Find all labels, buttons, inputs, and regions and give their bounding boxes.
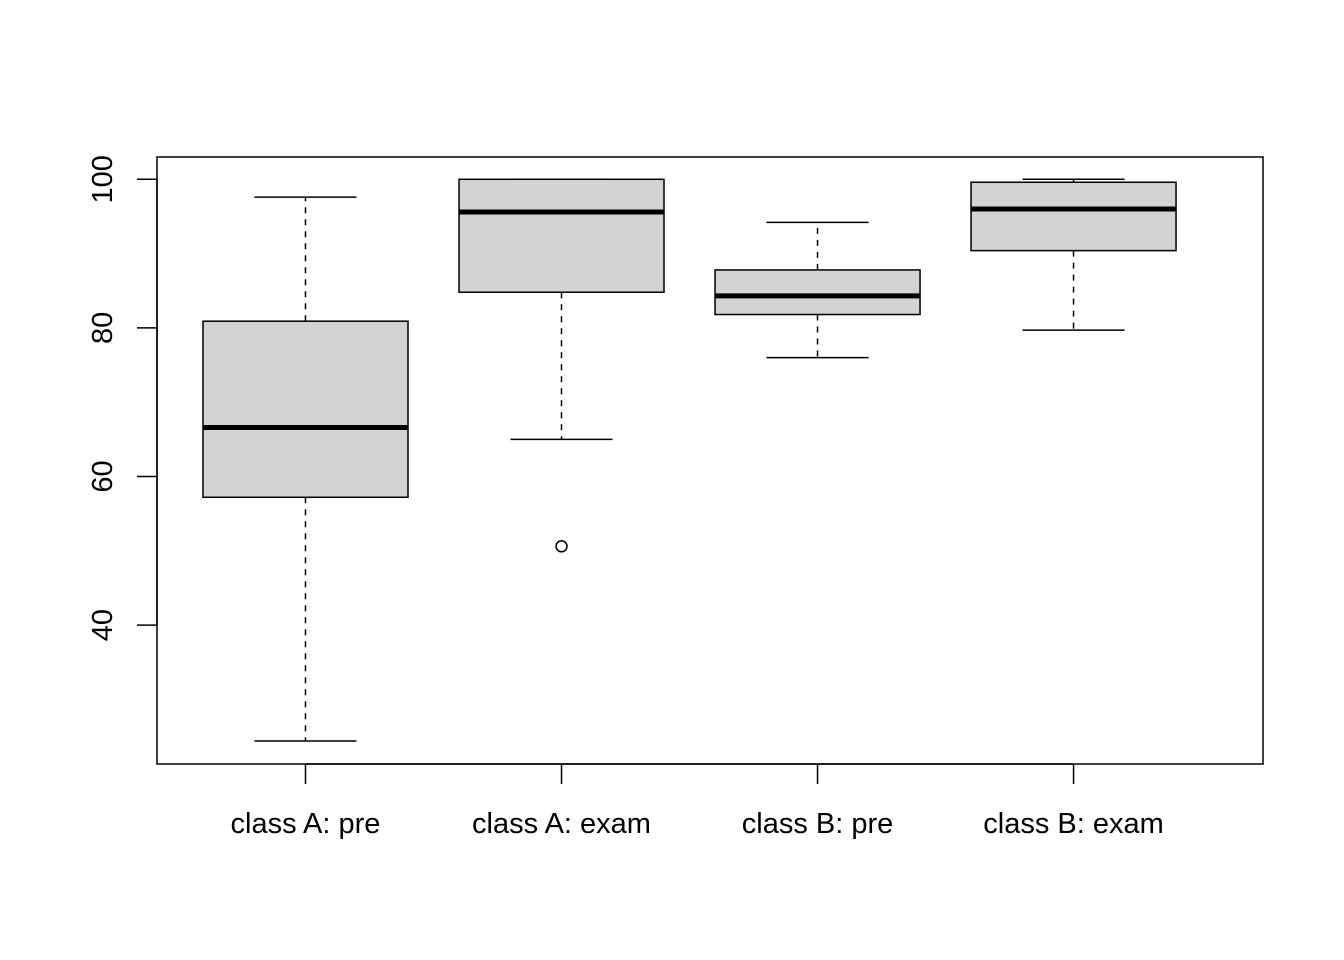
x-tick-label: class A: pre (231, 808, 381, 840)
x-tick-label: class A: exam (472, 808, 651, 840)
box-iqr (714, 269, 921, 316)
x-tick-label: class B: exam (983, 808, 1164, 840)
outlier-point (555, 540, 568, 553)
y-tick-label: 40 (87, 609, 119, 641)
y-tick-label: 100 (87, 155, 119, 203)
box-iqr (458, 178, 665, 293)
y-tick-label: 60 (87, 460, 119, 492)
box-iqr (202, 320, 409, 499)
x-tick-label: class B: pre (742, 808, 894, 840)
box-iqr (970, 181, 1177, 252)
y-tick-label: 80 (87, 312, 119, 344)
